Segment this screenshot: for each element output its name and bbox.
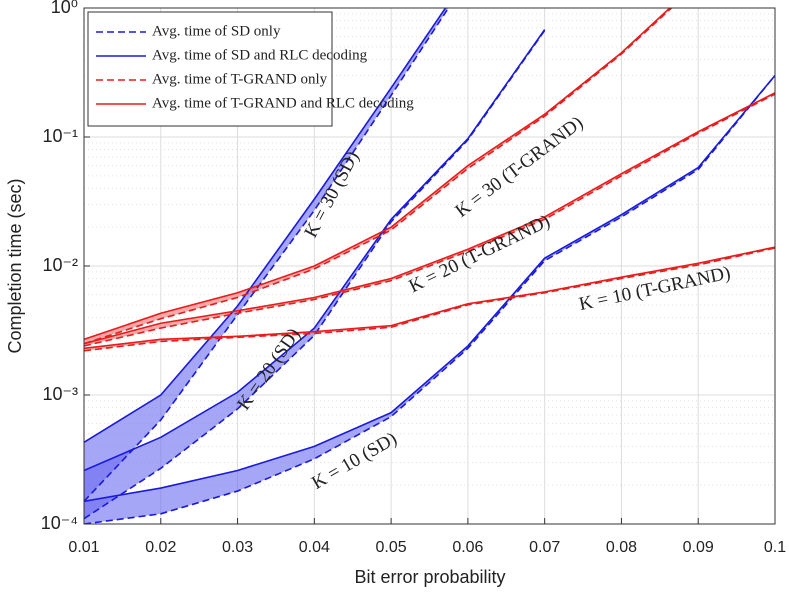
series-line bbox=[84, 8, 673, 345]
x-tick-label: 0.07 bbox=[529, 539, 560, 556]
y-tick-label: 10⁻² bbox=[42, 255, 78, 275]
x-tick-label: 0.06 bbox=[452, 539, 483, 556]
y-axis-label: Completion time (sec) bbox=[5, 178, 25, 353]
series-line bbox=[84, 247, 775, 352]
data-layer bbox=[84, 8, 775, 524]
series-line bbox=[84, 29, 546, 520]
legend: Avg. time of SD only Avg. time of SD and … bbox=[87, 11, 414, 127]
series-line bbox=[84, 8, 447, 443]
y-tick-label: 10⁻³ bbox=[42, 384, 78, 404]
y-tick-label: 10⁻⁴ bbox=[41, 513, 78, 533]
series-line bbox=[84, 29, 546, 472]
axes: 0.01 0.02 0.03 0.04 0.05 0.06 0.07 0.08 0.09 0.1 1… bbox=[41, 0, 786, 556]
y-tick-label: 10⁻¹ bbox=[42, 126, 78, 146]
x-tick-label: 0.05 bbox=[376, 539, 407, 556]
x-tick-label: 0.01 bbox=[68, 539, 99, 556]
x-tick-label: 0.09 bbox=[683, 539, 714, 556]
x-tick-label: 0.1 bbox=[764, 539, 786, 556]
legend-label: Avg. time of SD and RLC decoding bbox=[152, 47, 368, 63]
band-fill bbox=[84, 29, 545, 519]
x-tick-label: 0.02 bbox=[145, 539, 176, 556]
legend-label: Avg. time of T-GRAND only bbox=[152, 71, 328, 87]
x-tick-label: 0.03 bbox=[222, 539, 253, 556]
series-line bbox=[84, 246, 775, 350]
legend-box bbox=[87, 11, 333, 127]
y-tick-label: 10⁰ bbox=[51, 0, 78, 17]
series-line bbox=[84, 74, 775, 524]
legend-label: Avg. time of T-GRAND and RLC decoding bbox=[152, 95, 414, 111]
series-line bbox=[84, 8, 671, 341]
x-tick-label: 0.08 bbox=[606, 539, 637, 556]
x-tick-label: 0.04 bbox=[299, 539, 330, 556]
x-axis-label: Bit error probability bbox=[354, 567, 505, 587]
legend-label: Avg. time of SD only bbox=[152, 23, 281, 39]
series-line bbox=[84, 92, 775, 345]
series-line bbox=[84, 93, 775, 347]
series-line bbox=[84, 8, 450, 502]
series-line bbox=[84, 74, 775, 503]
